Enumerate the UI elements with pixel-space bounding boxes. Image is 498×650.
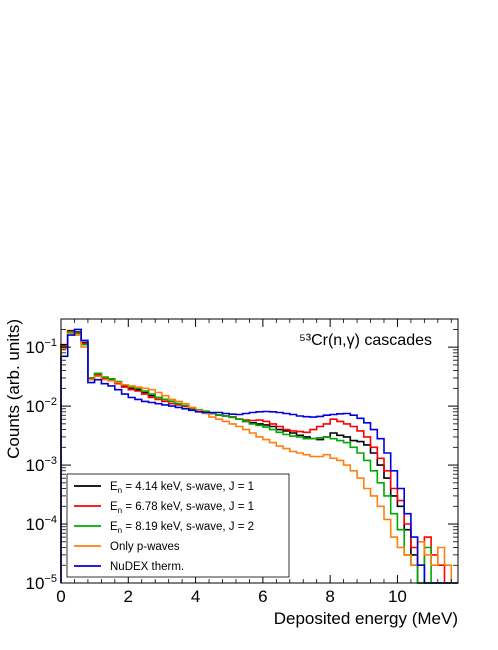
x-tick-label: 8 [325, 587, 334, 606]
legend-label-5: NuDEX therm. [110, 561, 184, 573]
plot-frame [60, 318, 459, 584]
legend: En = 4.14 keV, s-wave, J = 1 En = 6.78 ke… [66, 473, 290, 578]
x-tick-label: 4 [191, 587, 200, 606]
legend-box [66, 473, 290, 578]
y-tick-label: 10−2 [26, 396, 57, 416]
y-tick-label: 10−4 [26, 514, 57, 534]
series-line-5 [60, 328, 458, 584]
x-axis-title: Deposited energy (MeV) [274, 609, 458, 628]
series-line-4 [60, 332, 458, 584]
series-line-2 [60, 330, 458, 584]
tick-label-layer: 0 2 4 6 8 10 10−1 10−2 10−3 10−4 10−5 [26, 337, 407, 606]
legend-label-1: En = 4.14 keV, s-wave, J = 1 [110, 481, 254, 495]
x-tick-label: 0 [56, 587, 65, 606]
legend-entries: En = 4.14 keV, s-wave, J = 1 En = 6.78 ke… [74, 481, 254, 573]
y-axis-title: Counts (arb. units) [4, 319, 23, 459]
y-tick-label: 10−5 [26, 573, 57, 593]
tick-layer [60, 319, 458, 584]
legend-label-3: En = 8.19 keV, s-wave, J = 2 [110, 521, 254, 535]
chart-annotation: ⁵³Cr(n,γ) cascades [299, 332, 432, 349]
y-tick-label: 10−1 [26, 337, 57, 357]
y-tick-label: 10−3 [26, 455, 57, 475]
legend-label-4: Only p-waves [110, 541, 180, 553]
series-layer [60, 328, 458, 584]
legend-label-2: En = 6.78 keV, s-wave, J = 1 [110, 501, 254, 515]
x-tick-label: 2 [124, 587, 133, 606]
x-tick-label: 6 [258, 587, 267, 606]
x-tick-label: 10 [388, 587, 407, 606]
